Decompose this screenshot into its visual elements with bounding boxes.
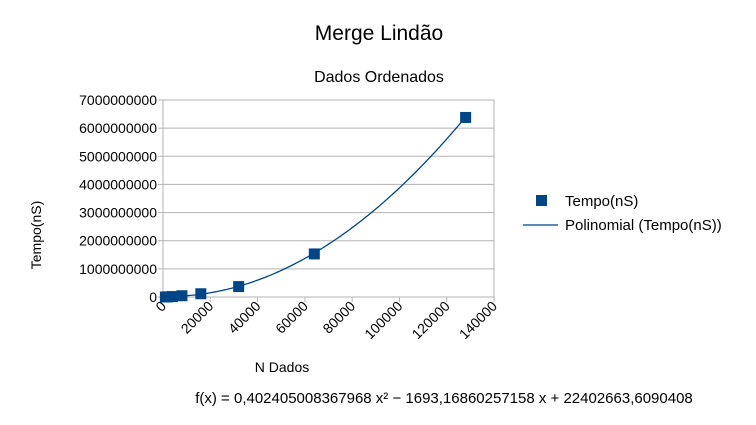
y-tick-label: 1000000000 bbox=[79, 261, 157, 277]
data-point bbox=[460, 111, 472, 123]
x-tick-label: 20000 bbox=[178, 298, 217, 337]
x-tick-label: 60000 bbox=[272, 298, 311, 337]
legend-label-trend: Polinomial (Tempo(nS)) bbox=[565, 217, 722, 234]
legend: Tempo(nS) Polinomial (Tempo(nS)) bbox=[523, 193, 722, 234]
grid-lines bbox=[163, 99, 494, 298]
trendline-group bbox=[167, 116, 467, 298]
data-point bbox=[195, 288, 207, 300]
x-tick-label: 40000 bbox=[225, 298, 264, 337]
data-point bbox=[166, 291, 178, 303]
trendline bbox=[167, 116, 467, 298]
y-tick-label: 3000000000 bbox=[79, 205, 157, 221]
data-points bbox=[159, 111, 472, 303]
x-axis-label: N Dados bbox=[255, 359, 309, 375]
x-tick-label: 140000 bbox=[456, 298, 500, 342]
chart-subtitle: Dados Ordenados bbox=[314, 69, 444, 86]
trendline-equation: f(x) = 0,402405008367968 x² − 1693,16860… bbox=[195, 390, 693, 407]
y-axis-label: Tempo(nS) bbox=[28, 201, 44, 269]
y-tick-label: 0 bbox=[149, 289, 157, 305]
data-point bbox=[233, 281, 245, 293]
y-tick-label: 6000000000 bbox=[79, 120, 157, 136]
y-tick-label: 2000000000 bbox=[79, 233, 157, 249]
axes bbox=[158, 99, 495, 302]
legend-marker-tempo bbox=[536, 195, 547, 206]
legend-label-tempo: Tempo(nS) bbox=[565, 193, 638, 210]
y-tick-label: 4000000000 bbox=[79, 176, 157, 192]
x-tick-labels: 0 20000 40000 60000 80000 100000 120000 140000 bbox=[152, 298, 500, 342]
x-tick-label: 80000 bbox=[319, 298, 358, 337]
data-point bbox=[308, 248, 320, 260]
y-tick-label: 7000000000 bbox=[79, 92, 157, 108]
x-tick-label: 100000 bbox=[361, 298, 405, 342]
chart-title: Merge Lindão bbox=[315, 22, 443, 45]
y-tick-labels: 0 1000000000 2000000000 3000000000 400000000… bbox=[79, 92, 157, 305]
y-tick-label: 5000000000 bbox=[79, 148, 157, 164]
data-point bbox=[176, 290, 188, 302]
x-tick-label: 120000 bbox=[408, 298, 452, 342]
